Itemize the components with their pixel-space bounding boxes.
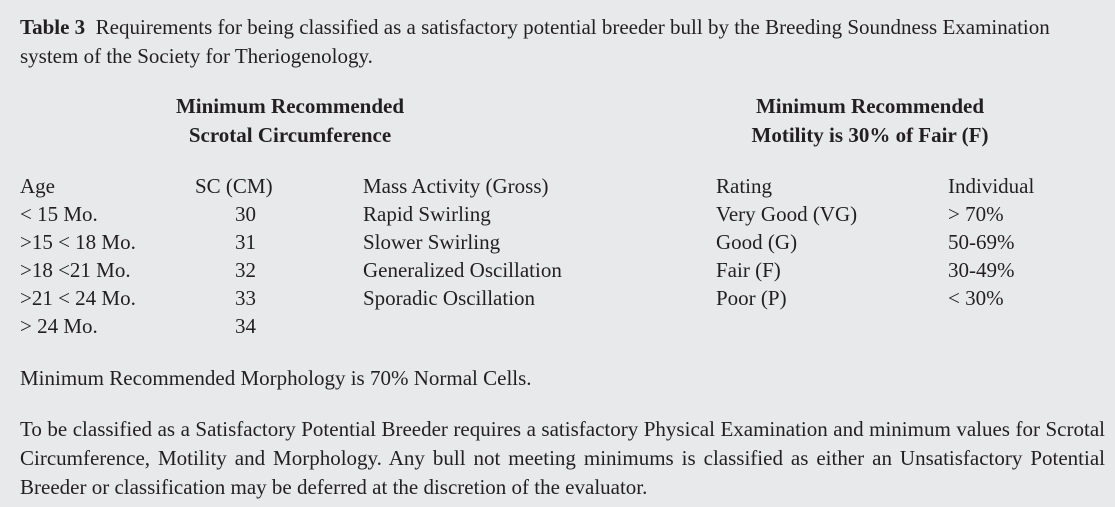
caption-label: Table 3 — [20, 15, 86, 39]
age-column-header: Age — [20, 174, 55, 198]
motility-header-line2: Motility is 30% of Fair (F) — [751, 123, 989, 147]
rating-cell: Fair (F) — [716, 258, 781, 282]
sc-column: SC (CM) 30 31 32 33 34 — [195, 172, 295, 340]
age-column: Age < 15 Mo. >15 < 18 Mo. >18 <21 Mo. >2… — [20, 172, 136, 340]
mass-activity-column: Mass Activity (Gross) Rapid Swirling Slo… — [363, 172, 562, 312]
individual-cell: < 30% — [948, 286, 1004, 310]
sc-column-header: SC (CM) — [195, 174, 273, 198]
age-cell: > 24 Mo. — [20, 314, 98, 338]
mass-activity-cell: Sporadic Oscillation — [363, 286, 536, 310]
sc-cell: 33 — [235, 286, 256, 310]
sc-cell: 32 — [235, 258, 256, 282]
age-cell: < 15 Mo. — [20, 202, 98, 226]
rating-cell: Good (G) — [716, 230, 798, 254]
age-cell: >18 <21 Mo. — [20, 258, 131, 282]
individual-cell: 30-49% — [948, 258, 1015, 282]
individual-cell: > 70% — [948, 202, 1004, 226]
age-cell: >21 < 24 Mo. — [20, 286, 136, 310]
scrotal-header: Minimum Recommended Scrotal Circumferenc… — [150, 92, 430, 150]
scrotal-header-line2: Scrotal Circumference — [188, 123, 392, 147]
individual-header: Individual — [948, 174, 1035, 198]
age-cell: >15 < 18 Mo. — [20, 230, 136, 254]
scrotal-header-line1: Minimum Recommended — [175, 94, 405, 118]
table-caption: Table 3 Requirements for being classifie… — [20, 13, 1105, 71]
rating-cell: Poor (P) — [716, 286, 787, 310]
motility-header: Minimum Recommended Motility is 30% of F… — [700, 92, 1040, 150]
mass-activity-cell: Generalized Oscillation — [363, 258, 562, 282]
classification-note: To be classified as a Satisfactory Poten… — [20, 417, 1105, 499]
sc-cell: 31 — [235, 230, 256, 254]
sc-cell: 30 — [235, 202, 256, 226]
rating-header: Rating — [716, 174, 772, 198]
rating-column: Rating Very Good (VG) Good (G) Fair (F) … — [716, 172, 857, 312]
morphology-note: Minimum Recommended Morphology is 70% No… — [20, 366, 532, 390]
rating-cell: Very Good (VG) — [716, 202, 858, 226]
individual-cell: 50-69% — [948, 230, 1015, 254]
motility-header-line1: Minimum Recommended — [755, 94, 985, 118]
mass-activity-cell: Rapid Swirling — [363, 202, 491, 226]
caption-text: Requirements for being classified as a s… — [20, 15, 1050, 68]
mass-activity-header: Mass Activity (Gross) — [363, 174, 549, 198]
mass-activity-cell: Slower Swirling — [363, 230, 501, 254]
individual-column: Individual > 70% 50-69% 30-49% < 30% — [948, 172, 1034, 312]
sc-cell: 34 — [235, 314, 256, 338]
